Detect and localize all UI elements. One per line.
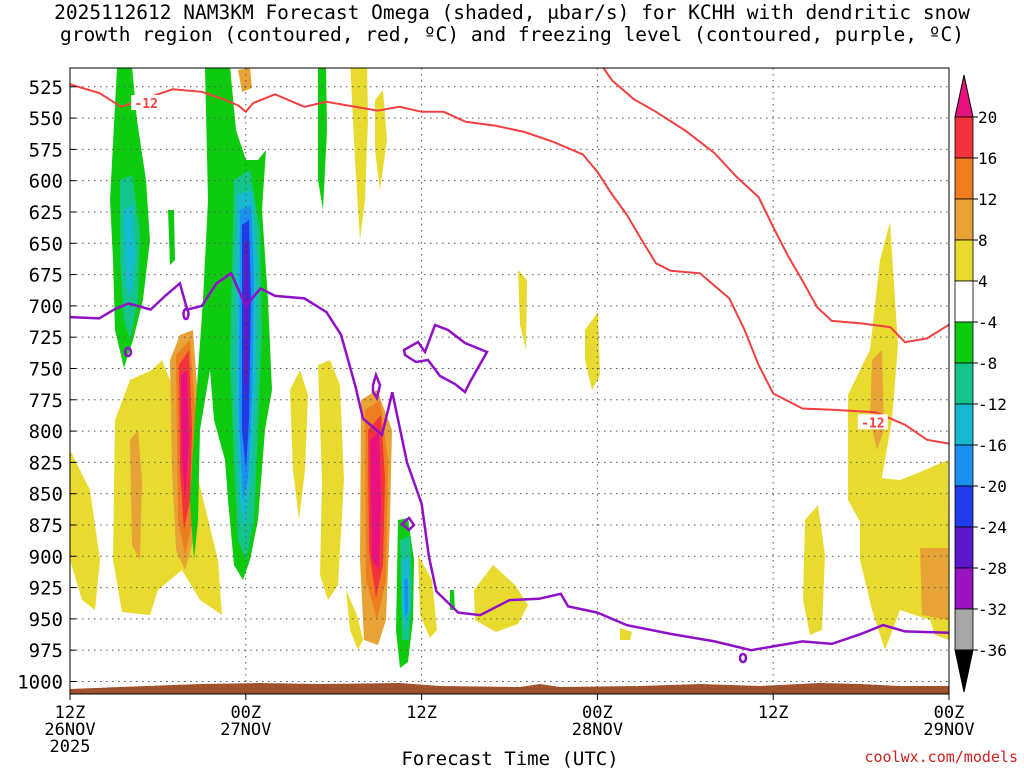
colorbar-label: -36	[978, 641, 1007, 660]
contour-lines	[70, 68, 949, 664]
y-tick-label: 950	[29, 609, 63, 631]
dgz-minus12-contour-line-2	[602, 68, 949, 344]
contour-label: -12	[861, 416, 884, 431]
x-tick-label: 29NOV	[923, 720, 974, 740]
colorbar-label: -16	[978, 436, 1007, 455]
x-tick-label: 26NOV	[44, 720, 95, 740]
x-tick-label: 12Z	[758, 703, 789, 723]
y-tick-label: 675	[29, 265, 63, 287]
omega-shading-indigo	[244, 240, 249, 400]
y-tick-label: 700	[29, 296, 63, 318]
colorbar-bin	[954, 608, 974, 651]
colorbar-bin	[954, 444, 974, 487]
colorbar-top-arrow	[954, 74, 974, 118]
x-tick-label: 00Z	[230, 703, 261, 723]
contour-label-background	[857, 414, 888, 430]
colorbar-bin	[954, 239, 974, 282]
y-tick-label: 650	[29, 233, 63, 255]
terrain-ground	[70, 683, 949, 694]
y-tick-label: 900	[29, 546, 63, 568]
colorbar-bin	[954, 116, 974, 159]
x-tick-label: 28NOV	[572, 720, 623, 740]
x-tick-label: 00Z	[582, 703, 613, 723]
y-tick-label: 975	[29, 640, 63, 662]
colorbar-label: -24	[978, 518, 1007, 537]
colorbar-bin	[954, 526, 974, 569]
dgz-minus12-contour-line-1	[70, 83, 949, 445]
x-tick-label: 12Z	[55, 703, 86, 723]
y-tick-label: 775	[29, 390, 63, 412]
y-tick-label: 575	[29, 139, 63, 161]
colorbar-bin	[954, 157, 974, 200]
colorbar-label: -32	[978, 600, 1007, 619]
y-tick-label: 600	[29, 171, 63, 193]
colorbar-label: -8	[978, 354, 997, 373]
plot-frame	[69, 67, 950, 695]
x-tick-label: 27NOV	[220, 720, 271, 740]
site-credit: coolwx.com/models	[864, 748, 1018, 766]
y-tick-label: 825	[29, 452, 63, 474]
colorbar-label: 8	[978, 231, 988, 250]
colorbar-bin	[954, 403, 974, 446]
contour-label: -12	[134, 97, 157, 112]
x-tick-label: 12Z	[406, 703, 437, 723]
colorbar-label: -20	[978, 477, 1007, 496]
colorbar-label: -12	[978, 395, 1007, 414]
y-tick-label: 625	[29, 202, 63, 224]
colorbar-bottom-arrow	[954, 649, 974, 693]
colorbar-label: -4	[978, 313, 997, 332]
y-tick-label: 550	[29, 108, 63, 130]
colorbar-label: 16	[978, 149, 997, 168]
y-tick-label: 725	[29, 327, 63, 349]
colorbar-label: 4	[978, 272, 988, 291]
chart-title-line-1: 2025112612 NAM3KM Forecast Omega (shaded…	[54, 1, 970, 24]
colorbar-label: -28	[978, 559, 1007, 578]
colorbar-bin	[954, 321, 974, 364]
y-tick-label: 525	[29, 77, 63, 99]
contour-labels: -12 -12	[131, 95, 888, 431]
freezing-level-small-loops	[123, 307, 748, 664]
contour-label-background	[131, 95, 162, 111]
colorbar-bin	[954, 280, 974, 323]
x-tick-label: 2025	[50, 737, 91, 757]
colorbar: 20 16 12 8 4 -4 -8 -12 -16 -20 -24 -28 -32 -36	[954, 74, 1007, 693]
omega-shading-magenta	[181, 370, 381, 570]
y-tick-label: 925	[29, 578, 63, 600]
y-tick-label: 850	[29, 484, 63, 506]
omega-shading-yellow	[70, 68, 949, 650]
chart-title-line-2: growth region (contoured, red, ºC) and f…	[60, 23, 964, 46]
colorbar-label: 20	[978, 108, 997, 127]
y-tick-label: 1000	[17, 671, 63, 693]
colorbar-label: 12	[978, 190, 997, 209]
x-axis-label: Forecast Time (UTC)	[401, 748, 618, 768]
y-tick-label: 750	[29, 358, 63, 380]
colorbar-bin	[954, 567, 974, 610]
y-axis: 525 550 575 600 625 650 675 700 725 750 775 800 825 8…	[17, 77, 76, 693]
x-tick-label: 00Z	[934, 703, 965, 723]
y-tick-label: 875	[29, 515, 63, 537]
colorbar-bin	[954, 485, 974, 528]
y-tick-label: 800	[29, 421, 63, 443]
colorbar-bin	[954, 362, 974, 405]
colorbar-bin	[954, 198, 974, 241]
